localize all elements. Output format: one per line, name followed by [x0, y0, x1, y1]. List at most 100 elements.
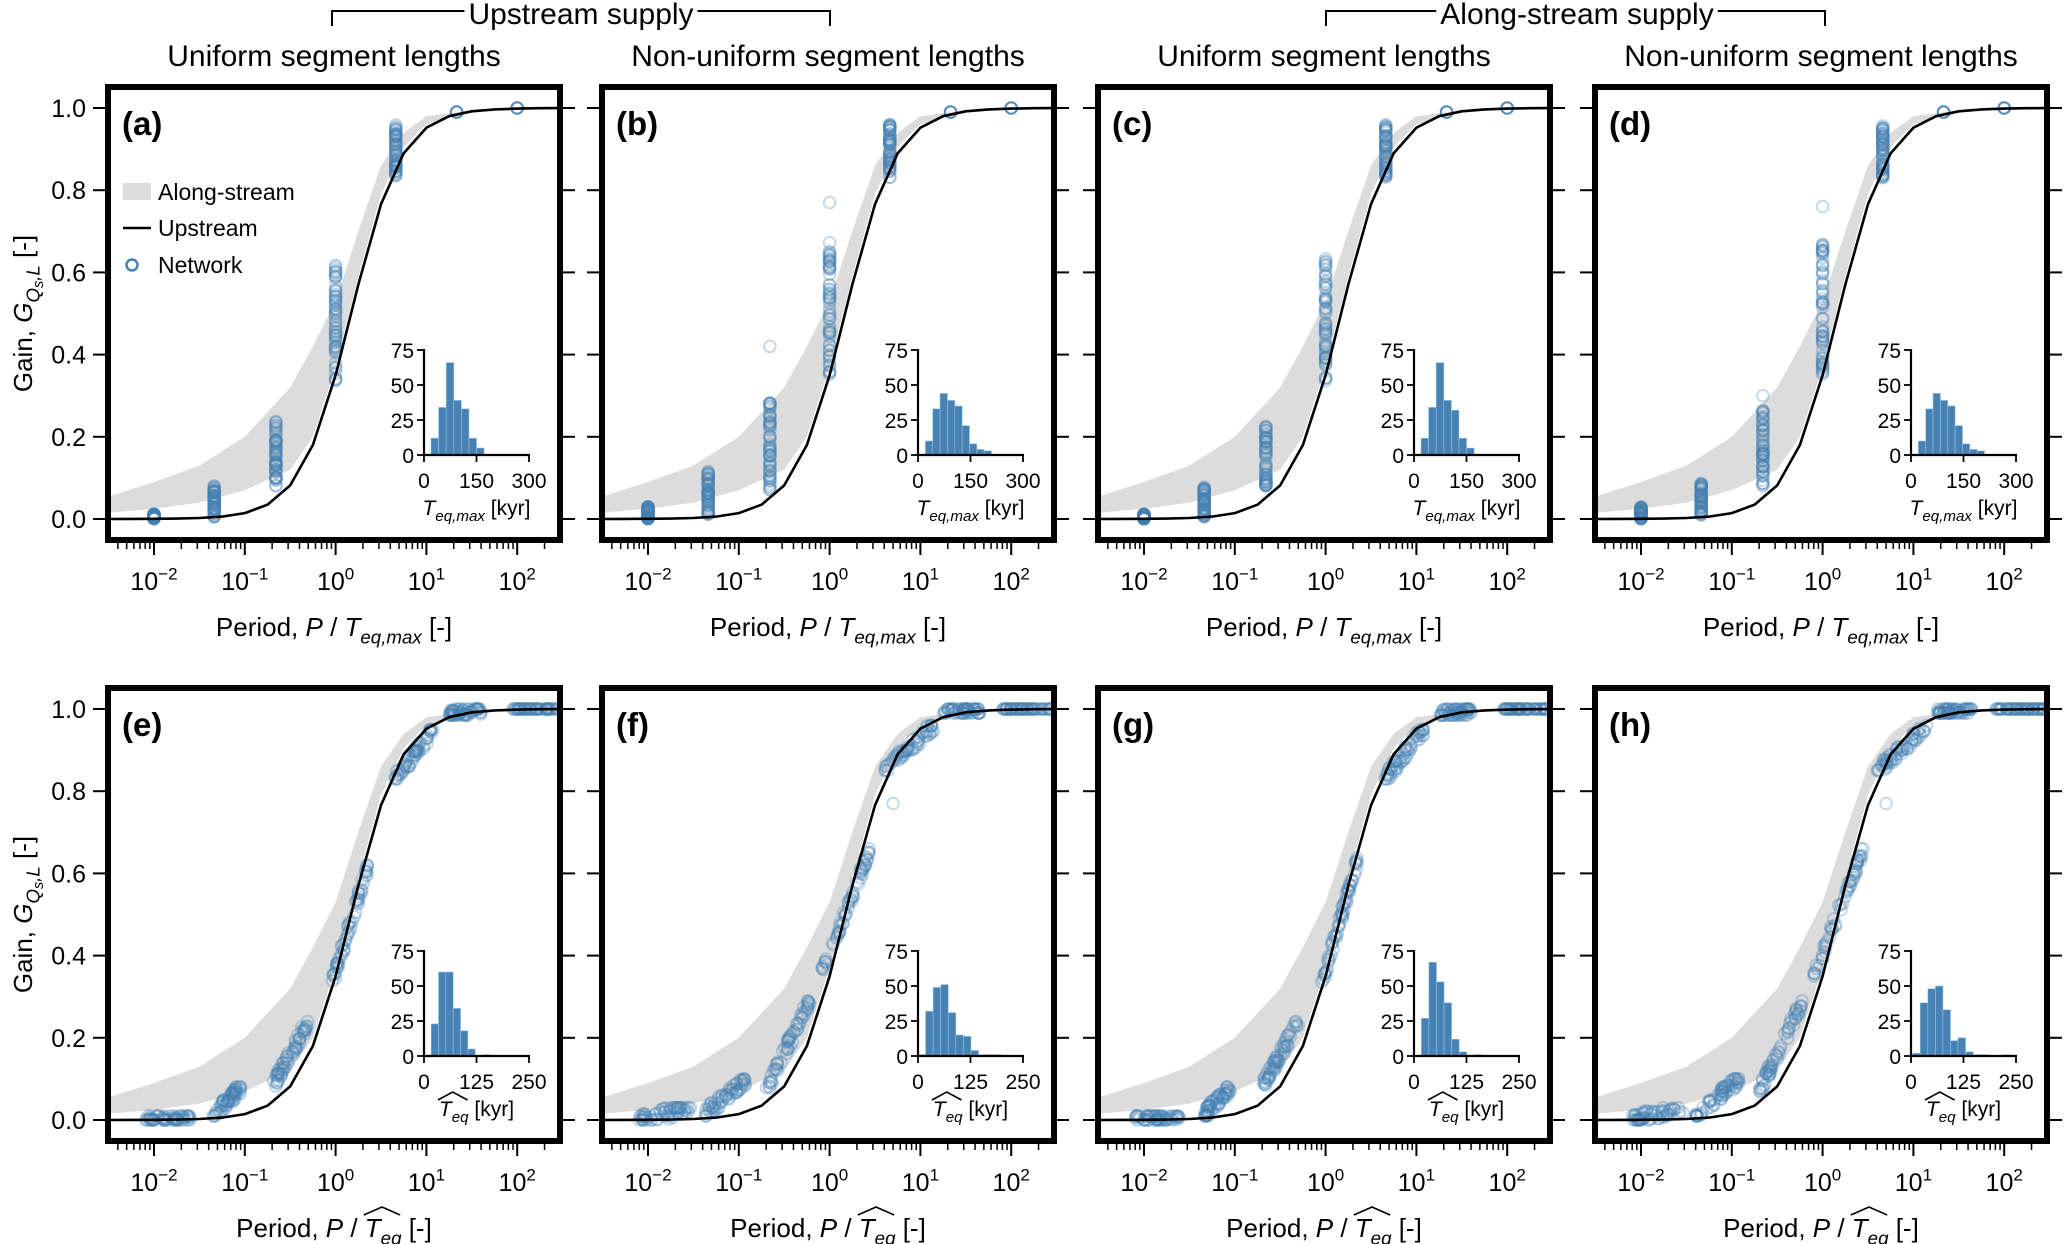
network-point	[1379, 135, 1393, 150]
network-point	[1815, 259, 1830, 273]
network-point	[1318, 269, 1333, 284]
network-point	[1140, 1109, 1155, 1123]
network-point	[1259, 478, 1273, 493]
network-point	[389, 132, 403, 146]
network-point	[1894, 747, 1909, 761]
network-point	[1764, 1064, 1779, 1079]
network-point	[147, 510, 161, 525]
network-point	[408, 748, 423, 763]
network-point	[701, 498, 716, 512]
network-point	[351, 897, 366, 911]
y-axis-label-part: G	[8, 904, 38, 924]
network-point	[1637, 1110, 1651, 1125]
network-point	[182, 1109, 196, 1123]
x-axis-label-part: P	[1813, 1213, 1831, 1243]
network-point	[389, 130, 403, 144]
network-point	[967, 702, 982, 716]
network-point	[779, 1046, 794, 1061]
network-point	[1379, 117, 1393, 132]
network-point	[822, 261, 837, 275]
network-point	[833, 915, 848, 930]
network-point	[701, 483, 716, 498]
network-point	[641, 500, 655, 515]
network-point	[1206, 1093, 1221, 1108]
inset-x-label-part: eq	[1939, 1109, 1956, 1126]
network-point	[1629, 1109, 1643, 1124]
network-point	[849, 875, 864, 890]
axes-frame	[1592, 685, 2050, 1144]
inset-x-tick-label: 125	[1946, 1071, 1981, 1094]
network-point	[407, 745, 421, 759]
histogram-bar	[947, 1012, 957, 1057]
network-point	[701, 506, 716, 521]
network-point	[1876, 136, 1890, 150]
network-point	[939, 706, 954, 720]
network-point	[1764, 1060, 1779, 1075]
network-point	[1349, 863, 1363, 877]
network-point	[147, 510, 161, 525]
hat-accent	[363, 1206, 401, 1216]
network-point	[1655, 1105, 1669, 1120]
network-point	[1197, 491, 1211, 506]
network-point	[1876, 130, 1890, 145]
network-point	[1634, 502, 1648, 516]
x-axis-label: Period, P / Teq,max [-]	[710, 612, 946, 647]
network-point	[1702, 1095, 1716, 1109]
network-point	[1634, 509, 1648, 524]
network-point	[708, 1096, 722, 1111]
x-tick-label-part: 10	[1120, 568, 1148, 596]
network-point	[1756, 413, 1770, 427]
x-tick-label-part: 0	[839, 1166, 848, 1185]
network-point	[701, 478, 716, 493]
network-point	[1386, 759, 1400, 773]
y-tick-label: 0.8	[51, 177, 86, 205]
network-point	[1756, 447, 1770, 462]
x-tick-label-part: 0	[1335, 565, 1344, 584]
network-point	[822, 261, 837, 275]
network-point	[1148, 1109, 1162, 1123]
network-point	[269, 470, 283, 485]
network-point	[328, 306, 343, 320]
network-point	[1379, 146, 1393, 161]
network-point	[702, 1099, 717, 1114]
network-point	[781, 1034, 795, 1048]
network-point	[281, 1045, 296, 1060]
network-point	[701, 466, 716, 481]
network-point	[207, 483, 221, 498]
network-point	[1318, 301, 1333, 315]
network-point	[1197, 495, 1211, 509]
network-point	[1694, 478, 1708, 493]
network-point	[1197, 501, 1211, 515]
network-point	[1694, 487, 1708, 502]
network-point	[701, 486, 716, 501]
inset-x-label: Teq [kyr]	[1429, 1098, 1504, 1126]
network-point	[1259, 419, 1273, 433]
x-tick-label: 100	[1307, 1166, 1344, 1198]
network-point	[207, 501, 221, 515]
network-point	[207, 485, 221, 500]
network-point	[269, 445, 283, 459]
network-point	[666, 1110, 681, 1125]
network-point	[389, 121, 403, 135]
network-point	[1157, 1110, 1172, 1125]
network-point	[1197, 480, 1211, 494]
network-point	[763, 454, 777, 469]
network-point	[763, 437, 777, 451]
network-point	[1900, 742, 1915, 756]
network-point	[1694, 495, 1708, 509]
network-point	[922, 727, 937, 742]
network-point	[1379, 139, 1393, 153]
network-point	[858, 858, 873, 872]
network-point	[883, 120, 897, 134]
network-point	[883, 132, 897, 146]
network-point	[219, 1098, 234, 1112]
network-point	[269, 463, 283, 477]
network-point	[1826, 912, 1841, 926]
network-point	[762, 1079, 777, 1093]
network-point	[1756, 428, 1770, 443]
network-point	[1137, 508, 1151, 523]
network-point	[1756, 423, 1770, 437]
network-point	[729, 1076, 744, 1091]
network-point	[1694, 491, 1708, 506]
